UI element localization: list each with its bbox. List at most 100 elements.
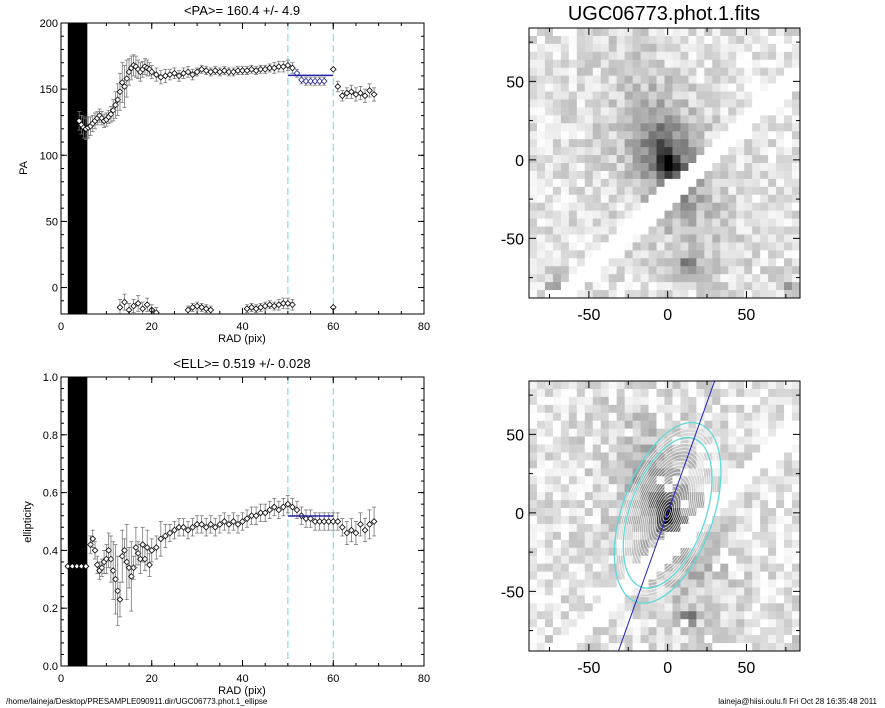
img2-pixel (568, 476, 578, 485)
img2-pixel (720, 531, 729, 541)
img1-pixel (616, 163, 626, 172)
img2-pixel (648, 635, 657, 644)
img2-pixel (552, 444, 562, 453)
img1-pixel (648, 155, 657, 164)
img1-pixel (792, 139, 800, 148)
img1-pixel (720, 35, 729, 45)
img2-pixel (664, 396, 673, 406)
img1-pixel (688, 147, 697, 156)
img1-pixel (616, 75, 626, 84)
img2-pixel (680, 587, 689, 596)
img1-pixel (544, 155, 554, 164)
img1-pixel (624, 210, 634, 219)
img2-pixel (560, 508, 570, 517)
img1-pixel (560, 178, 570, 188)
img1-pixel (728, 83, 737, 92)
img2-pixel (640, 611, 649, 620)
pa-wrapped-point (139, 305, 147, 313)
img1-pixel (624, 274, 634, 283)
img2-pixel (744, 643, 753, 651)
img2-pixel (544, 492, 554, 501)
img1-pixel (696, 67, 705, 77)
img1-pixel (608, 274, 618, 283)
img1-pixel (624, 91, 634, 100)
img2-pixel (584, 603, 594, 612)
img2-pixel (560, 388, 570, 398)
pa-wrapped-point (184, 306, 192, 314)
img1-pixel (600, 163, 610, 172)
pa-data-point (193, 68, 201, 76)
img1-pixel (552, 28, 562, 37)
img2-pixel (712, 444, 721, 453)
pa-data-point (114, 96, 122, 104)
img1-pixel (664, 170, 673, 180)
img2-pixel (656, 611, 665, 620)
img1-pixel (592, 139, 602, 148)
img1-pixel (792, 147, 800, 156)
img2-pixel (576, 643, 586, 651)
img1-pixel (792, 67, 800, 77)
img2-pixel (672, 436, 681, 445)
img2-pixel (784, 388, 793, 398)
img1-pixel (768, 250, 777, 259)
img2-pixel (768, 381, 777, 390)
img2-pixel (720, 420, 729, 430)
img2-pixel (728, 643, 737, 651)
img1-pixel (560, 226, 570, 235)
img1-pixel (640, 234, 649, 243)
pa-x-tick-label: 0 (58, 321, 64, 333)
pa-data-point (184, 68, 192, 76)
img1-pixel (696, 226, 705, 235)
img1-pixel (632, 99, 641, 108)
img2-pixel (592, 563, 602, 572)
img2-pixel (792, 555, 800, 565)
img1-pixel (656, 250, 665, 259)
img1-pixel (792, 226, 800, 235)
img1-pixel (752, 210, 761, 219)
img2-pixel (640, 563, 649, 572)
img2-pixel (648, 547, 657, 557)
img1-pixel (640, 43, 649, 53)
img1-pixel (560, 131, 570, 140)
img1-pixel (720, 250, 729, 259)
img2-pixel (584, 428, 594, 437)
img2-pixel (768, 595, 777, 604)
img1-pixel (712, 202, 721, 212)
img1-pixel (529, 226, 538, 235)
ell-data-point (132, 544, 140, 551)
img2-pixel (760, 412, 769, 422)
pa-data-point (116, 88, 124, 96)
pa-fit-point (316, 77, 324, 85)
img2-pixel (680, 492, 689, 501)
img2-pixel (552, 523, 562, 533)
img1-pixel (560, 242, 570, 251)
img1-pixel (744, 242, 753, 251)
img1-pixel (592, 147, 602, 156)
img1-pixel (656, 123, 665, 132)
img2-pixel (736, 523, 745, 533)
img2-pixel (760, 539, 769, 549)
img2-pixel (648, 412, 657, 422)
img1-pixel (664, 186, 673, 196)
img1-pixel (728, 250, 737, 259)
img1-pixel (592, 210, 602, 219)
img1-pixel (680, 202, 689, 212)
pa-data-point (257, 65, 265, 73)
img1-pixel (760, 155, 769, 164)
img2-pixel (784, 412, 793, 422)
img1-pixel (552, 242, 562, 251)
img1-pixel (608, 234, 618, 243)
img2-pixel (768, 500, 777, 509)
img1-pixel (664, 194, 673, 204)
img2-pixel (736, 627, 745, 636)
img1-pixel (560, 75, 570, 84)
img1-pixel (584, 147, 594, 156)
img1-pixel (680, 99, 689, 108)
img1-pixel (784, 51, 793, 61)
img1-pixel (728, 274, 737, 283)
img2-pixel (744, 635, 753, 644)
img2-pixel (744, 484, 753, 493)
pa-wrapped-point (121, 298, 128, 306)
img2-pixel (552, 500, 562, 509)
img1-pixel (584, 155, 594, 164)
